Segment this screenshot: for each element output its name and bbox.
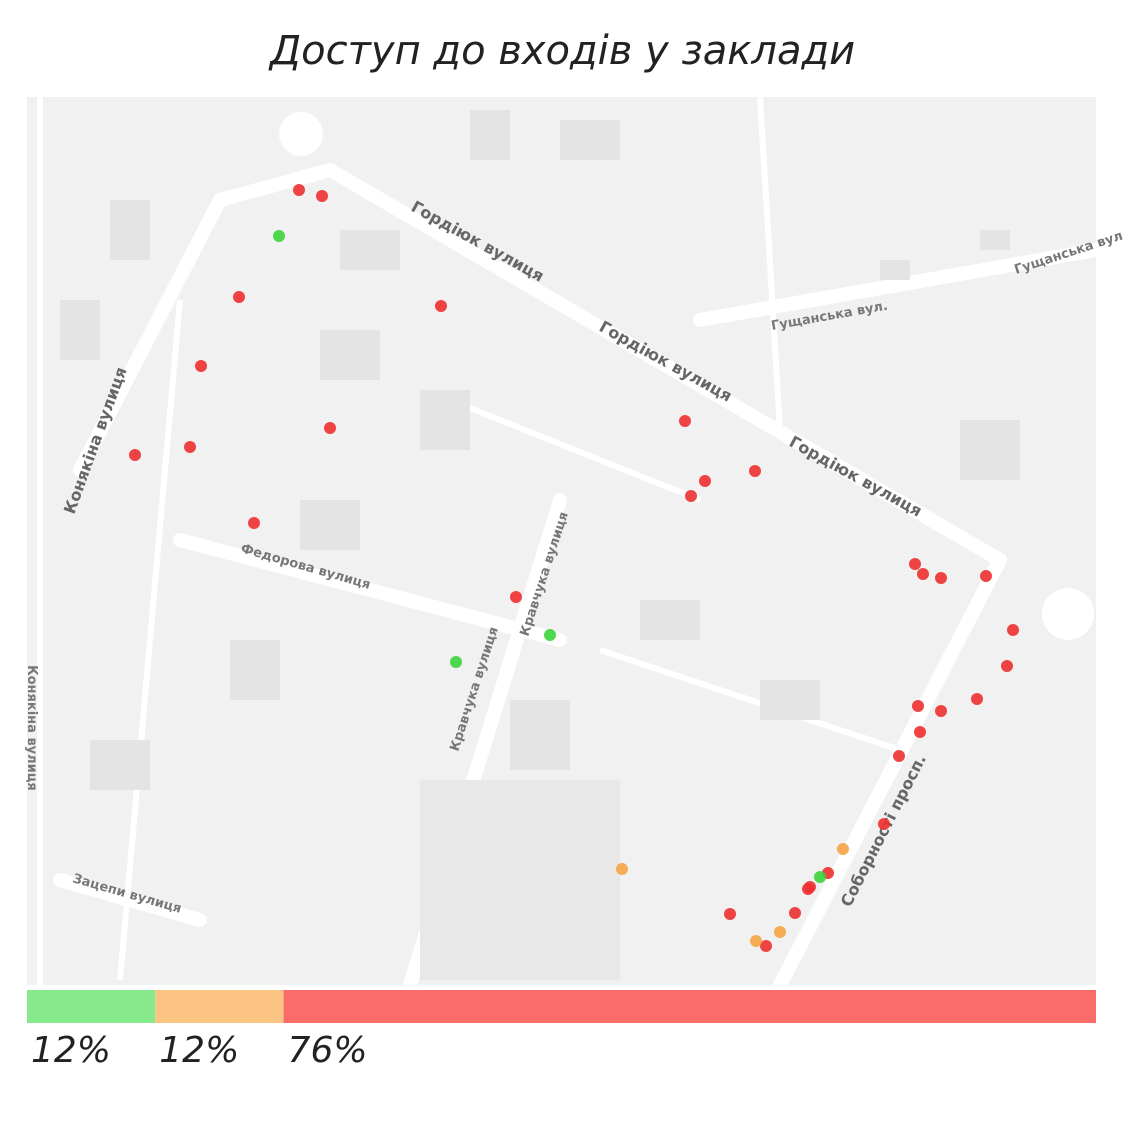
- entrance-point: [774, 926, 786, 938]
- entrance-point: [760, 940, 772, 952]
- entrance-point: [184, 441, 196, 453]
- entrance-points: [129, 184, 1019, 952]
- entrance-point: [914, 726, 926, 738]
- bar-segment: [27, 990, 156, 1023]
- entrance-point: [435, 300, 447, 312]
- entrance-point: [837, 843, 849, 855]
- entrance-point: [935, 705, 947, 717]
- entrance-point: [802, 883, 814, 895]
- bar-segment: [283, 990, 1096, 1023]
- entrance-point: [248, 517, 260, 529]
- entrance-point: [789, 907, 801, 919]
- entrance-point: [912, 700, 924, 712]
- entrance-point: [544, 629, 556, 641]
- entrance-point: [616, 863, 628, 875]
- entrance-point: [273, 230, 285, 242]
- entrance-point: [750, 935, 762, 947]
- entrance-point: [1001, 660, 1013, 672]
- entrance-point: [749, 465, 761, 477]
- entrance-point: [909, 558, 921, 570]
- entrance-point: [679, 415, 691, 427]
- entrance-point: [129, 449, 141, 461]
- entrance-point: [935, 572, 947, 584]
- entrance-point: [233, 291, 245, 303]
- entrance-point: [814, 871, 826, 883]
- entrance-point: [699, 475, 711, 487]
- entrance-point: [450, 656, 462, 668]
- entrance-point: [510, 591, 522, 603]
- street-label: Конякіна вулиця: [24, 665, 39, 791]
- entrance-point: [324, 422, 336, 434]
- entrance-point: [971, 693, 983, 705]
- bar-segment: [155, 990, 284, 1023]
- entrance-point: [316, 190, 328, 202]
- entrance-point: [893, 750, 905, 762]
- map-base: [27, 96, 1103, 992]
- share-bar: 12% 12% 76%: [27, 990, 1096, 1071]
- entrance-point: [878, 818, 890, 830]
- entrance-point: [195, 360, 207, 372]
- entrance-point: [724, 908, 736, 920]
- segment-label: 12%: [31, 1030, 111, 1071]
- entrance-point: [980, 570, 992, 582]
- entrance-point: [685, 490, 697, 502]
- segment-label: 12%: [159, 1030, 239, 1071]
- entrance-point: [293, 184, 305, 196]
- segment-label: 76%: [288, 1030, 368, 1071]
- title: Доступ до входів у заклади: [269, 28, 856, 74]
- entrance-point: [917, 568, 929, 580]
- entrance-point: [1007, 624, 1019, 636]
